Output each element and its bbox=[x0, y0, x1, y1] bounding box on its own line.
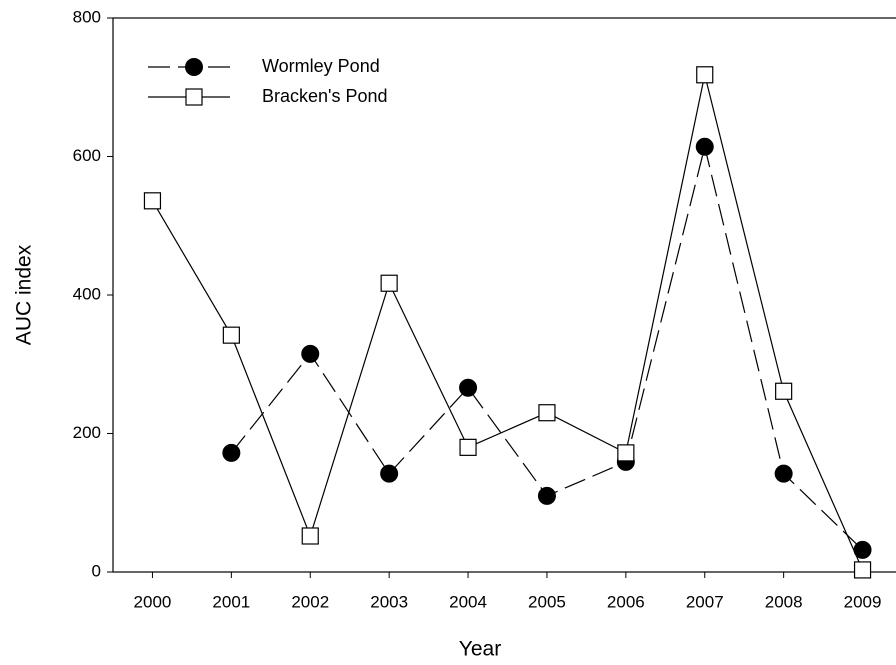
data-point bbox=[301, 344, 320, 363]
data-point bbox=[537, 486, 556, 505]
x-tick-label: 2006 bbox=[607, 592, 645, 611]
series-line bbox=[151, 74, 864, 571]
data-point bbox=[853, 561, 872, 579]
data-point bbox=[617, 444, 635, 462]
data-point bbox=[538, 404, 556, 422]
x-tick-label: 2005 bbox=[528, 592, 566, 611]
x-tick-label: 2008 bbox=[765, 592, 803, 611]
data-point bbox=[696, 66, 714, 84]
y-tick-label: 800 bbox=[73, 7, 101, 26]
data-point bbox=[222, 443, 241, 462]
x-tick-label: 2002 bbox=[291, 592, 329, 611]
data-point bbox=[143, 192, 162, 210]
y-axis-title: AUC index bbox=[13, 244, 36, 345]
data-point bbox=[775, 382, 793, 400]
y-tick-label: 600 bbox=[73, 146, 101, 165]
data-point bbox=[695, 137, 714, 156]
data-point bbox=[853, 540, 872, 559]
data-point bbox=[459, 378, 478, 397]
x-tick-label: 2000 bbox=[134, 592, 172, 611]
legend-marker bbox=[185, 88, 203, 106]
plot-frame bbox=[112, 17, 896, 573]
y-tick-label: 400 bbox=[73, 284, 101, 303]
data-point bbox=[774, 464, 793, 483]
data-point bbox=[380, 464, 399, 483]
legend-label: Wormley Pond bbox=[262, 56, 380, 76]
x-tick-label: 2001 bbox=[212, 592, 250, 611]
data-point bbox=[459, 438, 477, 456]
data-point bbox=[301, 527, 319, 545]
y-tick-label: 200 bbox=[73, 423, 101, 442]
x-tick-label: 2009 bbox=[844, 592, 882, 611]
data-point bbox=[380, 274, 398, 292]
x-tick-label: 2007 bbox=[686, 592, 724, 611]
legend-marker bbox=[185, 58, 203, 76]
x-axis-title: Year bbox=[459, 638, 501, 661]
y-tick-label: 0 bbox=[92, 561, 101, 580]
legend-label: Bracken's Pond bbox=[262, 86, 388, 106]
x-tick-label: 2004 bbox=[449, 592, 487, 611]
data-point bbox=[222, 326, 240, 344]
x-tick-label: 2003 bbox=[370, 592, 408, 611]
